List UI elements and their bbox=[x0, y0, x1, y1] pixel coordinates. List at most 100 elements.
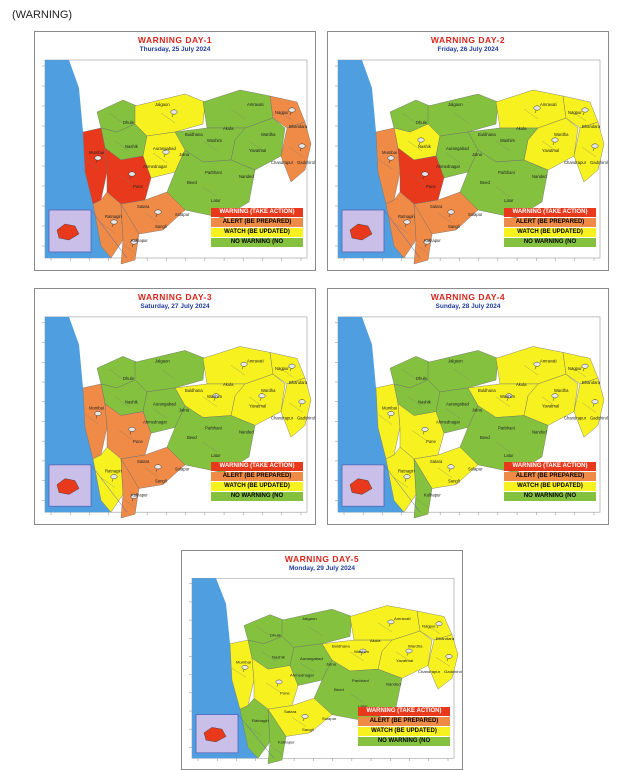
district-boundary bbox=[247, 726, 263, 736]
legend-entry: WATCH (BE UPDATED) bbox=[211, 228, 303, 237]
district-label: Nagpur bbox=[422, 624, 436, 629]
district-label: Bhandara bbox=[289, 380, 308, 385]
panel-date: Saturday, 27 July 2024 bbox=[140, 303, 210, 310]
rain-cloud-icon bbox=[110, 474, 118, 480]
district-label: Latur bbox=[358, 704, 368, 709]
panel-title: WARNING DAY-5 bbox=[284, 554, 360, 564]
district-boundary bbox=[377, 158, 393, 170]
district-boundary bbox=[395, 651, 411, 662]
rain-drop-icon bbox=[242, 669, 245, 672]
district-label: Aurangabad bbox=[446, 402, 469, 407]
legend-entry: NO WARNING (NO bbox=[211, 492, 303, 501]
rain-cloud-icon bbox=[170, 109, 178, 115]
warning-legend: WARNING (TAKE ACTION) ALERT (BE PREPARED)… bbox=[211, 462, 303, 502]
rain-cloud-icon bbox=[505, 393, 513, 399]
rain-drop-icon bbox=[129, 176, 132, 180]
district-label: Beed bbox=[187, 180, 197, 185]
district-label: Sangli bbox=[302, 727, 314, 732]
panel-title: WARNING DAY-1 bbox=[137, 35, 213, 45]
warning-legend: WARNING (TAKE ACTION) ALERT (BE PREPARED)… bbox=[211, 208, 303, 248]
district-label: Dhule bbox=[270, 633, 282, 638]
rain-cloud-icon bbox=[387, 155, 395, 161]
district-boundary bbox=[407, 140, 423, 152]
district-label: Buldhana bbox=[185, 132, 203, 137]
rain-drop-icon bbox=[95, 160, 98, 164]
zone-kolhapur bbox=[413, 203, 433, 265]
warning-panel-day-1: Jalgaon Amravati Nagpur Dhule Nashik Akola War… bbox=[34, 31, 316, 271]
district-boundary bbox=[495, 396, 511, 407]
district-label: Yavatmal bbox=[249, 404, 266, 409]
district-label: Beed bbox=[480, 435, 490, 440]
district-label: Pune bbox=[426, 439, 436, 444]
district-label: Aurangabad bbox=[153, 146, 176, 151]
district-boundary bbox=[144, 212, 160, 224]
rain-drop-icon bbox=[388, 624, 391, 627]
district-label: Gadchiroli bbox=[590, 416, 609, 421]
district-boundary bbox=[100, 477, 116, 488]
legend-entry: ALERT (BE PREPARED) bbox=[211, 472, 303, 481]
district-label: Gadchiroli bbox=[444, 669, 463, 674]
rain-drop-icon bbox=[276, 684, 279, 687]
rain-drop-icon bbox=[592, 404, 595, 407]
district-boundary bbox=[114, 140, 130, 152]
district-label: Nanded bbox=[239, 429, 254, 434]
inset-connector bbox=[237, 714, 275, 759]
district-label: Ahmednagar bbox=[290, 673, 315, 678]
rain-drop-icon bbox=[163, 154, 166, 158]
inset-connector bbox=[383, 209, 421, 259]
district-label: Buldhana bbox=[185, 388, 203, 393]
district-boundary bbox=[118, 430, 134, 441]
rain-cloud-icon bbox=[241, 665, 249, 670]
district-label: Buldhana bbox=[478, 388, 496, 393]
district-label: Buldhana bbox=[332, 644, 351, 649]
district-label: Mumbai bbox=[236, 660, 251, 665]
district-boundary bbox=[349, 651, 365, 662]
sea-area bbox=[192, 578, 258, 759]
district-label: Amravati bbox=[540, 102, 557, 107]
rain-cloud-icon bbox=[212, 393, 220, 399]
district-boundary bbox=[267, 744, 283, 754]
district-label: Nagpur bbox=[568, 366, 582, 371]
legend-entry: WARNING (TAKE ACTION) bbox=[504, 462, 596, 471]
legend-entry: ALERT (BE PREPARED) bbox=[504, 472, 596, 481]
district-label: Akola bbox=[370, 638, 381, 643]
district-label: Jalgaon bbox=[155, 358, 170, 363]
district-label: Jalna bbox=[472, 152, 483, 157]
rain-cloud-icon bbox=[359, 648, 367, 654]
inset-location-marker bbox=[56, 223, 80, 241]
district-label: Chandrapur bbox=[564, 416, 587, 421]
legend-entry: WATCH (BE UPDATED) bbox=[211, 482, 303, 491]
zone-kolhapur bbox=[120, 203, 140, 265]
district-label: Jalna bbox=[179, 408, 190, 413]
warning-legend: WARNING (TAKE ACTION) ALERT (BE PREPARED)… bbox=[504, 208, 596, 248]
district-boundary bbox=[453, 369, 469, 380]
district-boundary bbox=[307, 626, 323, 636]
district-map: Jalgaon Amravati Nagpur Dhule Nashik Akola War… bbox=[335, 59, 608, 265]
district-boundary bbox=[248, 140, 264, 152]
district-label: Bhandara bbox=[582, 380, 601, 385]
district-boundary bbox=[144, 467, 160, 478]
district-label: Akola bbox=[516, 126, 527, 131]
district-label: Ratnagiri bbox=[105, 469, 122, 474]
rain-drop-icon bbox=[289, 368, 292, 372]
rain-cloud-icon bbox=[275, 679, 283, 685]
rain-cloud-icon bbox=[94, 155, 102, 161]
district-label: Dhule bbox=[123, 376, 135, 381]
sea-area bbox=[45, 60, 111, 258]
district-label: Wardha bbox=[554, 132, 569, 137]
sea-area bbox=[338, 60, 404, 258]
district-label: Jalgaon bbox=[155, 102, 170, 107]
rain-drop-icon bbox=[404, 479, 407, 482]
rain-drop-icon bbox=[552, 142, 555, 146]
district-boundary bbox=[445, 408, 461, 419]
inset-map-box bbox=[341, 209, 385, 253]
district-label: Amravati bbox=[540, 358, 557, 363]
sea-area bbox=[45, 316, 111, 513]
district-label: Jalna bbox=[472, 408, 483, 413]
district-boundary bbox=[571, 367, 587, 378]
inset-location-marker bbox=[203, 727, 227, 743]
legend-entry: WARNING (TAKE ACTION) bbox=[504, 208, 596, 217]
legend-entry: ALERT (BE PREPARED) bbox=[504, 218, 596, 227]
rain-cloud-icon bbox=[298, 399, 306, 405]
district-boundary bbox=[261, 651, 277, 662]
